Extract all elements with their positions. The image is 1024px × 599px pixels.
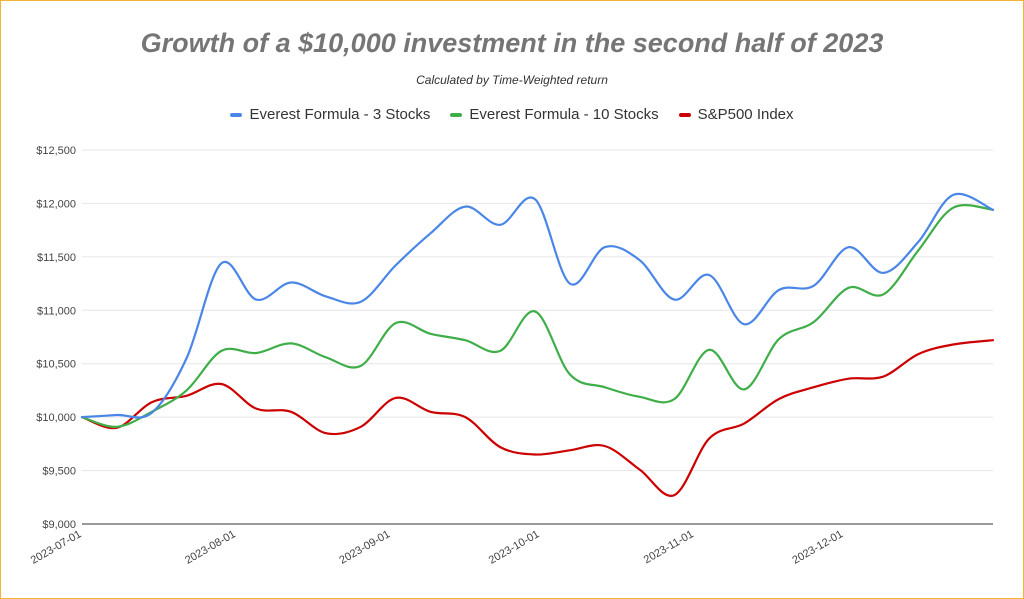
legend-item-sp500[interactable]: S&P500 Index bbox=[678, 106, 794, 123]
x-tick-label: 2023-12-01 bbox=[790, 528, 845, 567]
chart-subtitle: Calculated by Time-Weighted return bbox=[416, 73, 608, 87]
legend-item-3-stocks[interactable]: Everest Formula - 3 Stocks bbox=[230, 106, 430, 123]
y-tick-label: $11,000 bbox=[37, 305, 76, 317]
x-tick-label: 2023-07-01 bbox=[29, 528, 84, 567]
chart-title: Growth of a $10,000 investment in the se… bbox=[140, 28, 884, 58]
y-tick-label: $11,500 bbox=[37, 252, 76, 264]
y-tick-label: $12,000 bbox=[36, 198, 76, 210]
legend-label-3-stocks: Everest Formula - 3 Stocks bbox=[249, 106, 431, 123]
legend-swatch-3-stocks bbox=[230, 112, 243, 117]
chart-legend: Everest Formula - 3 Stocks Everest Formu… bbox=[0, 106, 1024, 123]
legend-label-10-stocks: Everest Formula - 10 Stocks bbox=[469, 106, 659, 123]
y-tick-label: $9,500 bbox=[42, 466, 76, 478]
series-line-sp500 bbox=[80, 339, 995, 497]
x-tick-label: 2023-08-01 bbox=[183, 528, 238, 567]
y-tick-label: $10,500 bbox=[36, 359, 76, 371]
y-tick-label: $10,000 bbox=[36, 412, 76, 424]
legend-label-sp500: S&P500 Index bbox=[697, 106, 794, 123]
series-line-10-stocks bbox=[80, 204, 995, 428]
y-tick-label: $9,000 bbox=[42, 519, 76, 531]
legend-swatch-sp500 bbox=[678, 112, 691, 117]
x-tick-label: 2023-10-01 bbox=[487, 528, 542, 567]
legend-swatch-10-stocks bbox=[450, 112, 463, 117]
x-tick-label: 2023-09-01 bbox=[337, 528, 392, 567]
x-tick-label: 2023-11-01 bbox=[642, 528, 696, 566]
y-tick-label: $12,500 bbox=[36, 145, 76, 157]
legend-item-10-stocks[interactable]: Everest Formula - 10 Stocks bbox=[450, 106, 659, 123]
series-line-3-stocks bbox=[80, 192, 995, 419]
